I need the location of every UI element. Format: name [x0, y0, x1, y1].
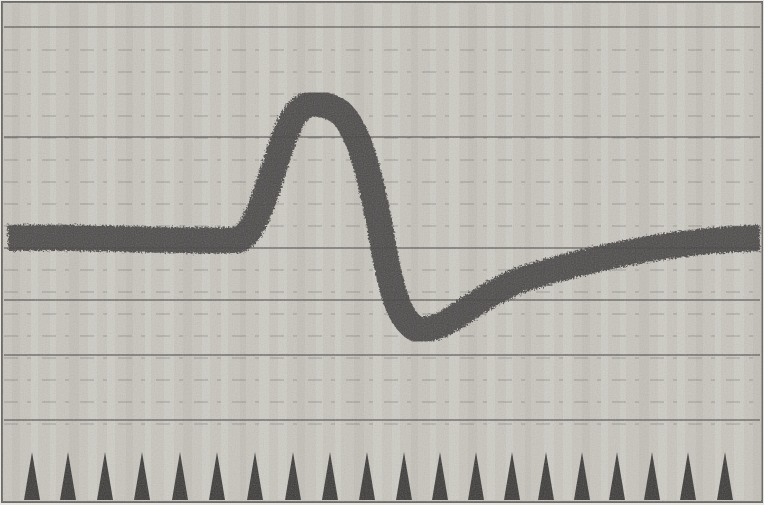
page: (() => { const svg = document.getElement…: [0, 0, 764, 505]
film-grain: [2, 2, 762, 502]
oscillogram-photo: [1, 1, 763, 503]
